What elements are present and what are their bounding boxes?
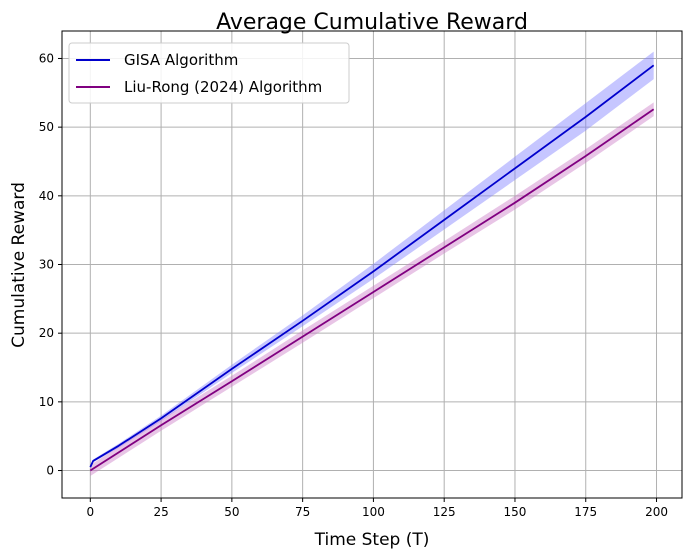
series-lines (89, 64, 655, 472)
x-axis-label: Time Step (T) (314, 530, 430, 550)
y-tick-label: 0 (46, 464, 54, 478)
legend-label-liu-rong: Liu-Rong (2024) Algorithm (124, 78, 322, 96)
y-axis-ticks: 0 10 20 30 40 50 60 (39, 51, 62, 478)
y-tick-label: 20 (39, 326, 54, 340)
confidence-band-0 (90, 51, 654, 468)
legend-box (68, 42, 350, 104)
legend-label-gisa: GISA Algorithm (124, 51, 238, 69)
y-tick-label: 50 (39, 120, 54, 134)
y-axis-label: Cumulative Reward (9, 182, 29, 348)
x-tick-label: 175 (574, 505, 597, 519)
y-tick-label: 30 (39, 258, 54, 272)
x-tick-label: 25 (153, 505, 168, 519)
grid (62, 31, 682, 498)
x-tick-label: 200 (645, 505, 668, 519)
x-tick-label: 150 (504, 505, 527, 519)
x-axis-ticks: 0 25 50 75 100 125 150 175 200 (86, 498, 668, 519)
x-tick-label: 125 (433, 505, 456, 519)
x-tick-label: 100 (362, 505, 385, 519)
x-tick-label: 0 (86, 505, 94, 519)
y-tick-label: 60 (39, 51, 54, 65)
series-line-0 (89, 64, 655, 468)
x-tick-label: 50 (224, 505, 239, 519)
y-tick-label: 10 (39, 395, 54, 409)
legend: GISA Algorithm Liu-Rong (2024) Algorithm (68, 42, 350, 104)
series-line-1 (89, 108, 655, 472)
x-tick-label: 75 (295, 505, 310, 519)
y-tick-label: 40 (39, 189, 54, 203)
